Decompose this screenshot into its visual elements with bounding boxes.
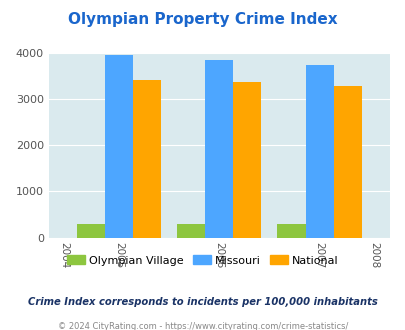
Text: © 2024 CityRating.com - https://www.cityrating.com/crime-statistics/: © 2024 CityRating.com - https://www.city…	[58, 322, 347, 330]
Bar	[233, 82, 261, 238]
Bar	[77, 223, 104, 238]
Legend: Olympian Village, Missouri, National: Olympian Village, Missouri, National	[63, 251, 342, 270]
Bar	[177, 223, 205, 238]
Text: Crime Index corresponds to incidents per 100,000 inhabitants: Crime Index corresponds to incidents per…	[28, 297, 377, 307]
Bar	[333, 86, 361, 238]
Text: Olympian Property Crime Index: Olympian Property Crime Index	[68, 12, 337, 26]
Bar	[277, 223, 305, 238]
Bar	[305, 65, 333, 238]
Bar	[104, 55, 133, 238]
Bar	[205, 60, 233, 238]
Bar	[133, 80, 161, 238]
